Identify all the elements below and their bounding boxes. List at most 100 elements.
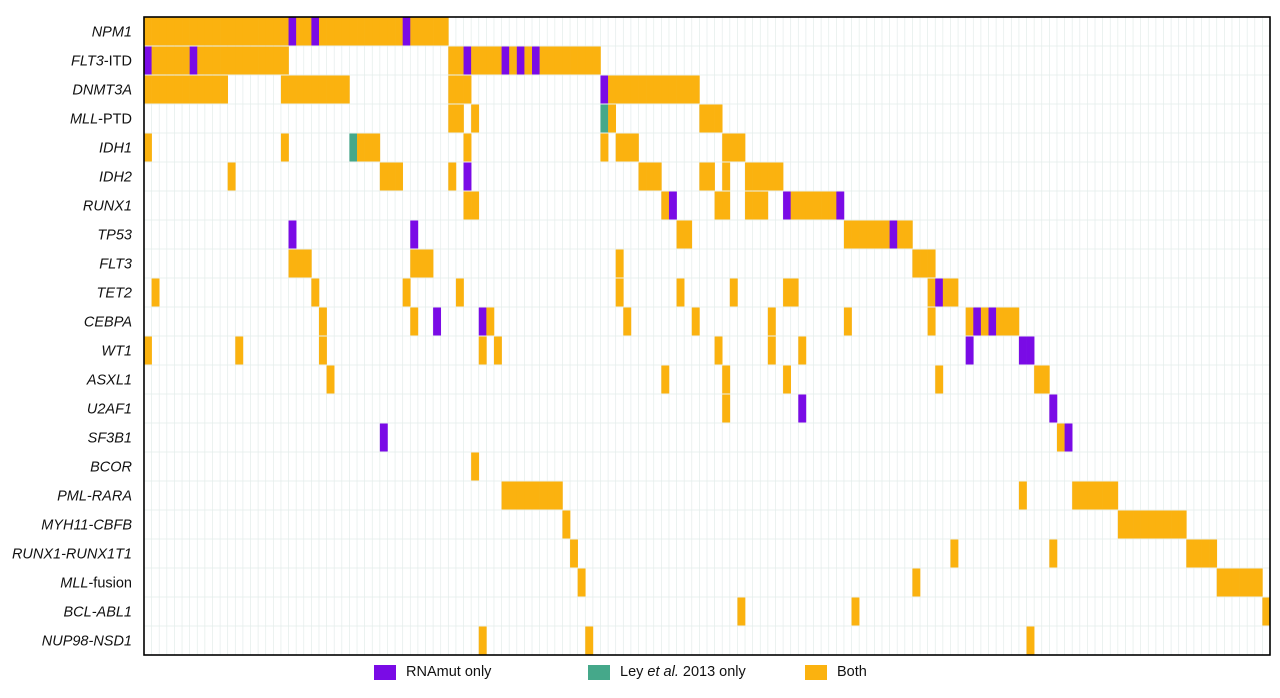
mutation-cell: [661, 75, 670, 104]
mutation-cell: [144, 46, 152, 75]
mutation-cell: [1239, 568, 1248, 597]
mutation-cell: [311, 75, 320, 104]
row-label: RUNX1-RUNX1T1: [12, 547, 132, 563]
mutation-cell: [783, 278, 791, 307]
mutation-cell: [1133, 510, 1141, 539]
mutation-cell: [973, 307, 982, 336]
mutation-cell: [767, 336, 776, 365]
legend: RNAmut only Ley et al. 2013 only Both: [0, 664, 1280, 686]
mutation-cell: [349, 133, 358, 162]
plot-frame: [143, 16, 1271, 656]
row-label: DNMT3A: [72, 83, 132, 99]
mutation-cell: [189, 75, 198, 104]
mutation-cell: [653, 75, 662, 104]
mutation-cell: [1216, 568, 1225, 597]
mutation-cell: [927, 278, 936, 307]
mutation-cell: [349, 17, 358, 46]
mutation-cell: [585, 626, 594, 655]
mutation-cell: [425, 17, 434, 46]
mutation-cell: [478, 626, 487, 655]
mutation-cell: [691, 307, 700, 336]
mutation-cell: [1049, 539, 1058, 568]
mutation-cell: [722, 394, 731, 423]
mutation-cell: [935, 365, 944, 394]
mutation-cell: [220, 75, 228, 104]
mutation-cell: [166, 75, 175, 104]
mutation-cell: [1209, 539, 1218, 568]
mutation-cell: [752, 191, 761, 220]
mutation-cell: [303, 17, 312, 46]
mutation-cell: [783, 191, 791, 220]
row-label: IDH2: [99, 170, 132, 186]
mutation-cell: [577, 46, 586, 75]
mutation-cell: [334, 75, 343, 104]
mutation-cell: [851, 597, 860, 626]
mutation-cell: [554, 46, 563, 75]
mutation-cell: [1247, 568, 1256, 597]
mutation-cell: [493, 336, 502, 365]
mutation-cell: [783, 365, 791, 394]
mutation-cell: [463, 191, 472, 220]
mutation-cell: [912, 568, 921, 597]
mutation-cell: [676, 278, 685, 307]
mutation-cell: [311, 17, 320, 46]
mutation-cell: [197, 17, 206, 46]
mutation-cell: [280, 17, 289, 46]
legend-label-rnamut: RNAmut only: [406, 664, 491, 680]
row-label: ASXL1: [86, 373, 132, 389]
mutation-cell: [410, 307, 419, 336]
mutation-cell: [1178, 510, 1187, 539]
mutation-cell: [478, 307, 487, 336]
mutation-cell: [212, 17, 221, 46]
mutation-cell: [942, 278, 951, 307]
mutation-cell: [1193, 539, 1202, 568]
mutation-cell: [524, 481, 533, 510]
mutation-cell: [600, 133, 609, 162]
mutation-cell: [1186, 539, 1195, 568]
mutation-cell: [1087, 481, 1096, 510]
mutation-cell: [1201, 539, 1210, 568]
mutation-cell: [623, 133, 632, 162]
mutation-cell: [174, 46, 183, 75]
mutation-cell: [280, 133, 289, 162]
mutation-cell: [843, 307, 852, 336]
mutation-cell: [379, 162, 388, 191]
mutation-cell: [1117, 510, 1126, 539]
mutation-cell: [151, 17, 160, 46]
mutation-cell: [402, 17, 411, 46]
mutation-cell: [448, 104, 457, 133]
mutation-cell: [798, 336, 807, 365]
mutation-cell: [965, 307, 974, 336]
mutation-cell: [296, 249, 305, 278]
mutation-cell: [144, 133, 152, 162]
mutation-cell: [790, 191, 799, 220]
row-label: PML-RARA: [57, 489, 132, 505]
legend-swatch-rnamut: [374, 664, 396, 680]
mutation-cell: [1026, 336, 1035, 365]
mutation-cell: [623, 75, 632, 104]
row-label: BCL-ABL1: [63, 605, 132, 621]
mutation-cell: [699, 162, 708, 191]
mutation-cell: [212, 75, 221, 104]
mutation-cell: [828, 191, 837, 220]
mutation-cell: [204, 17, 213, 46]
mutation-cell: [927, 307, 936, 336]
mutation-cell: [532, 481, 540, 510]
mutation-cell: [144, 75, 152, 104]
heatmap-cells: [144, 17, 1271, 655]
mutation-cell: [676, 220, 685, 249]
mutation-cell: [904, 220, 913, 249]
mutation-cell: [1003, 307, 1012, 336]
mutation-cell: [288, 249, 297, 278]
mutation-cell: [714, 336, 723, 365]
mutation-cell: [1018, 481, 1027, 510]
mutation-cell: [1171, 510, 1179, 539]
mutation-cell: [539, 481, 548, 510]
mutation-cell: [303, 75, 312, 104]
mutation-cell: [737, 597, 746, 626]
mutation-cell: [174, 17, 183, 46]
mutation-cell: [1064, 423, 1073, 452]
mutation-cell: [265, 17, 274, 46]
mutation-cell: [326, 17, 335, 46]
mutation-cell: [280, 75, 289, 104]
